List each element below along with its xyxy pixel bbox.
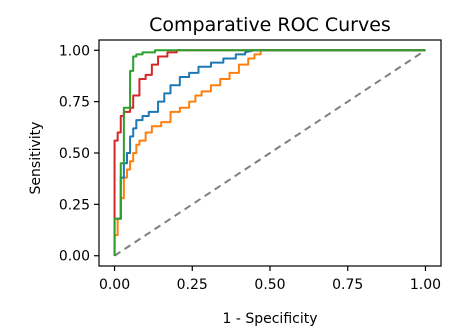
- y-tick-label: 0.75: [59, 95, 90, 111]
- plot-area: [113, 49, 427, 257]
- roc-curve-3: [113, 49, 426, 256]
- x-tick-label: 0.75: [332, 277, 363, 293]
- roc-curve-2: [113, 49, 426, 256]
- roc-curve-4: [113, 49, 426, 256]
- y-axis: 0.00 0.25 0.50 0.75 1.00: [59, 43, 99, 265]
- chart-title: Comparative ROC Curves: [149, 14, 391, 36]
- y-tick-label: 0.50: [59, 146, 90, 162]
- reference-diagonal-line: [113, 49, 427, 257]
- x-tick-label: 0.00: [99, 277, 130, 293]
- y-tick-label: 1.00: [59, 43, 90, 59]
- x-axis: 0.00 0.25 0.50 0.75 1.00: [99, 266, 441, 293]
- x-tick-label: 0.50: [254, 277, 285, 293]
- roc-curve-1: [113, 49, 426, 256]
- y-tick-label: 0.00: [59, 249, 90, 265]
- x-axis-label: 1 - Specificity: [222, 311, 317, 327]
- y-tick-label: 0.25: [59, 197, 90, 213]
- x-tick-label: 0.25: [177, 277, 208, 293]
- x-tick-label: 1.00: [410, 277, 441, 293]
- y-axis-label: Sensitivity: [28, 122, 44, 195]
- plot-frame: [98, 39, 442, 267]
